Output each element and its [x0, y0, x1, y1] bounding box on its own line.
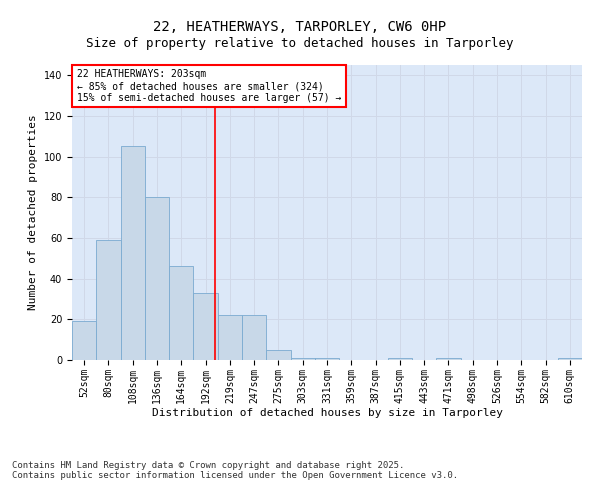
Bar: [558, 358, 582, 360]
Text: Size of property relative to detached houses in Tarporley: Size of property relative to detached ho…: [86, 38, 514, 51]
Bar: [436, 358, 461, 360]
Bar: [121, 146, 145, 360]
Bar: [218, 315, 242, 360]
Text: Contains HM Land Registry data © Crown copyright and database right 2025.
Contai: Contains HM Land Registry data © Crown c…: [12, 460, 458, 480]
Bar: [169, 266, 193, 360]
Bar: [193, 293, 218, 360]
Bar: [388, 358, 412, 360]
Bar: [315, 358, 339, 360]
Bar: [290, 358, 315, 360]
Bar: [72, 322, 96, 360]
Text: 22 HEATHERWAYS: 203sqm
← 85% of detached houses are smaller (324)
15% of semi-de: 22 HEATHERWAYS: 203sqm ← 85% of detached…: [77, 70, 341, 102]
Y-axis label: Number of detached properties: Number of detached properties: [28, 114, 38, 310]
Bar: [145, 197, 169, 360]
Text: 22, HEATHERWAYS, TARPORLEY, CW6 0HP: 22, HEATHERWAYS, TARPORLEY, CW6 0HP: [154, 20, 446, 34]
X-axis label: Distribution of detached houses by size in Tarporley: Distribution of detached houses by size …: [151, 408, 503, 418]
Bar: [266, 350, 290, 360]
Bar: [96, 240, 121, 360]
Bar: [242, 315, 266, 360]
